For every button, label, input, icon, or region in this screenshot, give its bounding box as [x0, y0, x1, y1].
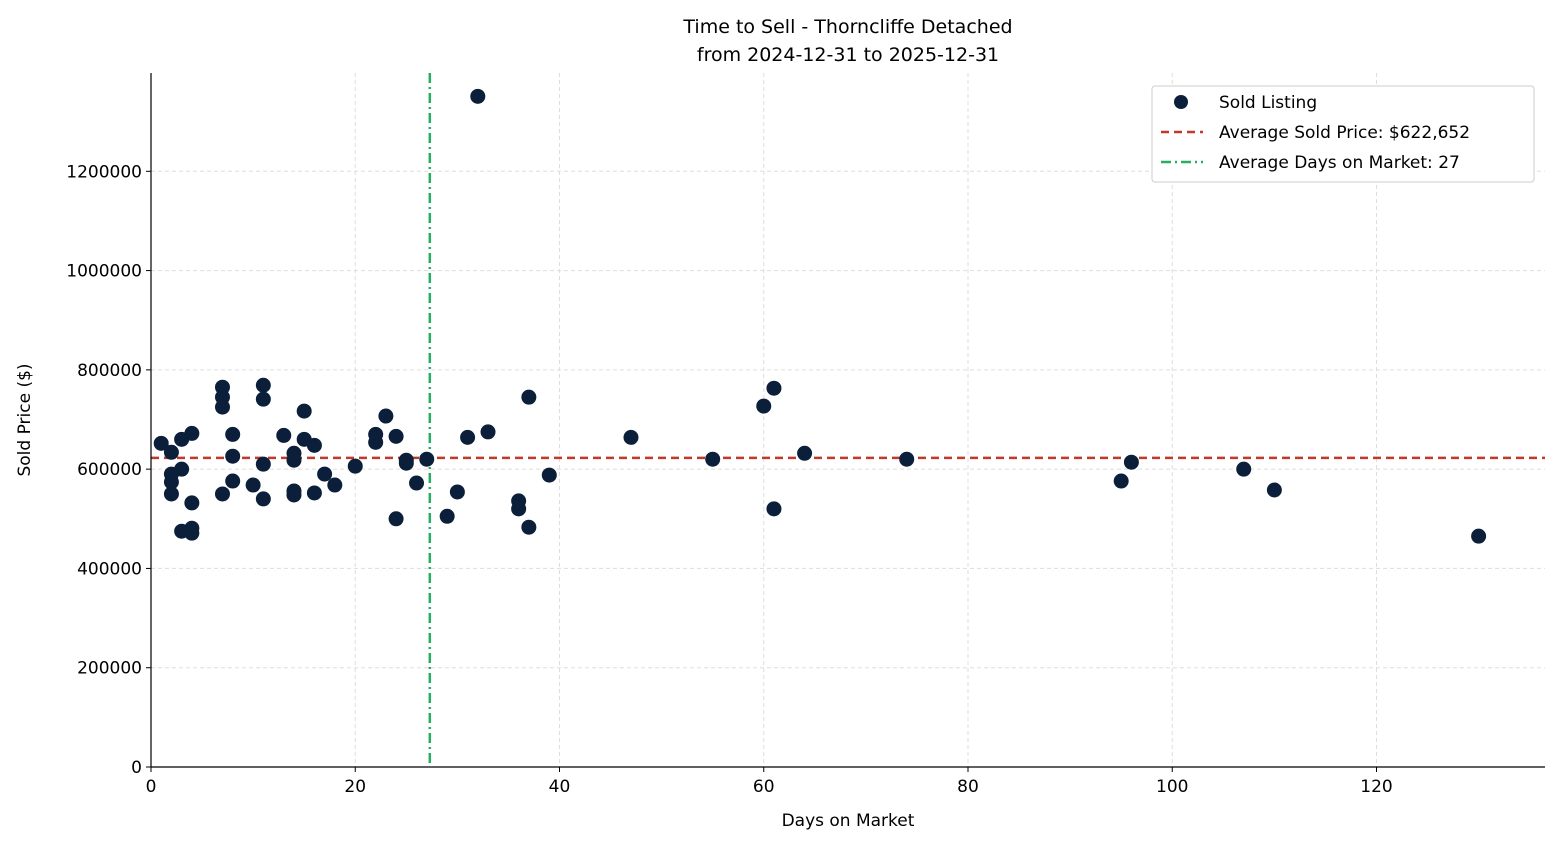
data-point: [174, 461, 190, 477]
data-point: [184, 495, 200, 511]
x-axis-label: Days on Market: [782, 811, 915, 831]
x-tick-label: 120: [1360, 777, 1392, 797]
grid: [151, 73, 1545, 767]
data-point: [1123, 454, 1139, 470]
data-point: [184, 425, 200, 441]
data-point: [276, 427, 292, 443]
data-point: [521, 389, 537, 405]
y-tick-label: 1000000: [66, 262, 142, 282]
x-tick-label: 100: [1156, 777, 1188, 797]
data-point: [766, 501, 782, 517]
data-point: [511, 501, 527, 517]
reference-lines: [151, 73, 1545, 767]
data-point: [214, 399, 230, 415]
chart-title: Time to Sell - Thorncliffe Detached: [682, 16, 1012, 38]
data-point: [225, 426, 241, 442]
data-point: [705, 451, 721, 467]
y-axis-label: Sold Price ($): [15, 363, 35, 476]
axis-ticks: 0 20 40 60 80 100 120 0 200000 400000 600000 800000…: [66, 162, 1392, 797]
data-point: [327, 477, 343, 493]
data-point: [899, 451, 915, 467]
data-point: [480, 424, 496, 440]
legend-avg-price: Average Sold Price: $622,652: [1219, 123, 1470, 143]
data-point: [286, 487, 302, 503]
data-point: [1113, 473, 1129, 489]
data-point: [541, 467, 557, 483]
data-point: [1236, 461, 1252, 477]
x-tick-label: 80: [957, 777, 979, 797]
data-point: [470, 88, 486, 104]
data-point: [398, 455, 414, 471]
data-point: [368, 434, 384, 450]
y-tick-label: 400000: [77, 559, 142, 579]
data-point: [306, 485, 322, 501]
y-tick-label: 0: [131, 758, 142, 778]
data-point: [347, 458, 363, 474]
data-point: [255, 377, 271, 393]
data-point: [163, 444, 179, 460]
data-point: [317, 466, 333, 482]
data-point: [255, 456, 271, 472]
data-point: [388, 428, 404, 444]
data-point: [756, 398, 772, 414]
chart-subtitle: from 2024-12-31 to 2025-12-31: [697, 44, 999, 66]
data-point: [255, 491, 271, 507]
data-point: [419, 451, 435, 467]
data-point: [153, 435, 169, 451]
data-point: [409, 475, 425, 491]
legend: Sold Listing Average Sold Price: $622,65…: [1151, 85, 1535, 183]
data-point: [225, 473, 241, 489]
x-tick-label: 20: [344, 777, 366, 797]
data-point: [766, 380, 782, 396]
legend-avg-days: Average Days on Market: 27: [1219, 153, 1460, 173]
data-point: [1471, 528, 1487, 544]
data-point: [184, 525, 200, 541]
data-point: [378, 408, 394, 424]
data-point: [163, 474, 179, 490]
y-tick-label: 200000: [77, 659, 142, 679]
data-point: [225, 448, 241, 464]
data-point: [296, 403, 312, 419]
data-point: [214, 486, 230, 502]
y-tick-label: 600000: [77, 460, 142, 480]
data-point: [1266, 482, 1282, 498]
data-point: [286, 452, 302, 468]
y-tick-label: 800000: [77, 361, 142, 381]
data-point: [388, 511, 404, 527]
data-point: [521, 519, 537, 535]
x-tick-label: 60: [753, 777, 775, 797]
points: [153, 88, 1487, 544]
data-point: [460, 429, 476, 445]
data-point: [245, 477, 261, 493]
data-point: [449, 484, 465, 500]
data-point: [797, 445, 813, 461]
legend-marker-points: [1174, 95, 1188, 109]
data-point: [623, 429, 639, 445]
data-point: [255, 391, 271, 407]
legend-points: Sold Listing: [1219, 93, 1317, 113]
x-tick-label: 40: [549, 777, 571, 797]
x-tick-label: 0: [146, 777, 157, 797]
data-point: [306, 437, 322, 453]
data-point: [439, 508, 455, 524]
y-tick-label: 1200000: [66, 162, 142, 182]
data-point: [163, 486, 179, 502]
